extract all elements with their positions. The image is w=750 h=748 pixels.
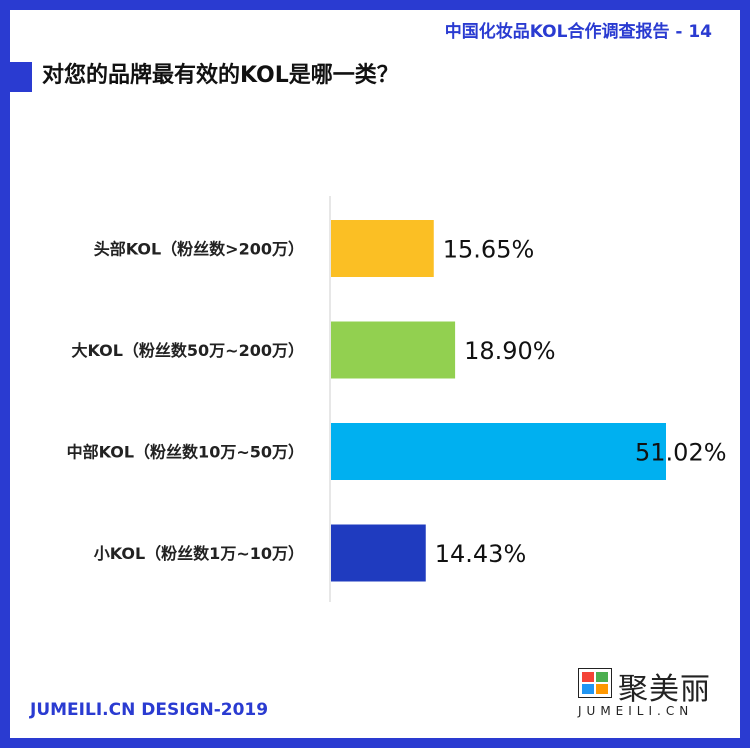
bar-2 — [331, 321, 456, 379]
logo-name: 聚美丽 — [618, 672, 711, 707]
bar-4 — [331, 524, 426, 582]
category-label-4: 小KOL（粉丝数1万~10万） — [94, 544, 304, 563]
title-accent-bar — [10, 62, 32, 92]
category-label-3: 中部KOL（粉丝数10万~50万） — [67, 443, 304, 462]
brand-logo: 聚美丽 JUMEILI.CN — [578, 666, 723, 726]
value-label-3: 51.02% — [635, 439, 727, 467]
footer-credit: JUMEILI.CN DESIGN-2019 — [30, 700, 269, 720]
category-label-2: 大KOL（粉丝数50万~200万） — [71, 341, 304, 360]
logo-mark-icon — [578, 668, 612, 698]
category-label-1: 头部KOL（粉丝数>200万） — [94, 240, 304, 259]
value-label-4: 14.43% — [435, 540, 527, 568]
bar-1 — [331, 220, 434, 277]
value-label-2: 18.90% — [464, 337, 556, 365]
bar-3 — [331, 423, 666, 480]
report-header-tag: 中国化妆品KOL合作调查报告 - 14 — [382, 10, 740, 48]
chart-title: 对您的品牌最有效的KOL是哪一类？ — [42, 63, 399, 88]
logo-subtitle: JUMEILI.CN — [578, 704, 694, 718]
value-label-1: 15.65% — [443, 236, 535, 264]
bars-layer: 头部KOL（粉丝数>200万） 15.65% 大KOL（粉丝数50万~200万） 18… — [67, 220, 727, 582]
